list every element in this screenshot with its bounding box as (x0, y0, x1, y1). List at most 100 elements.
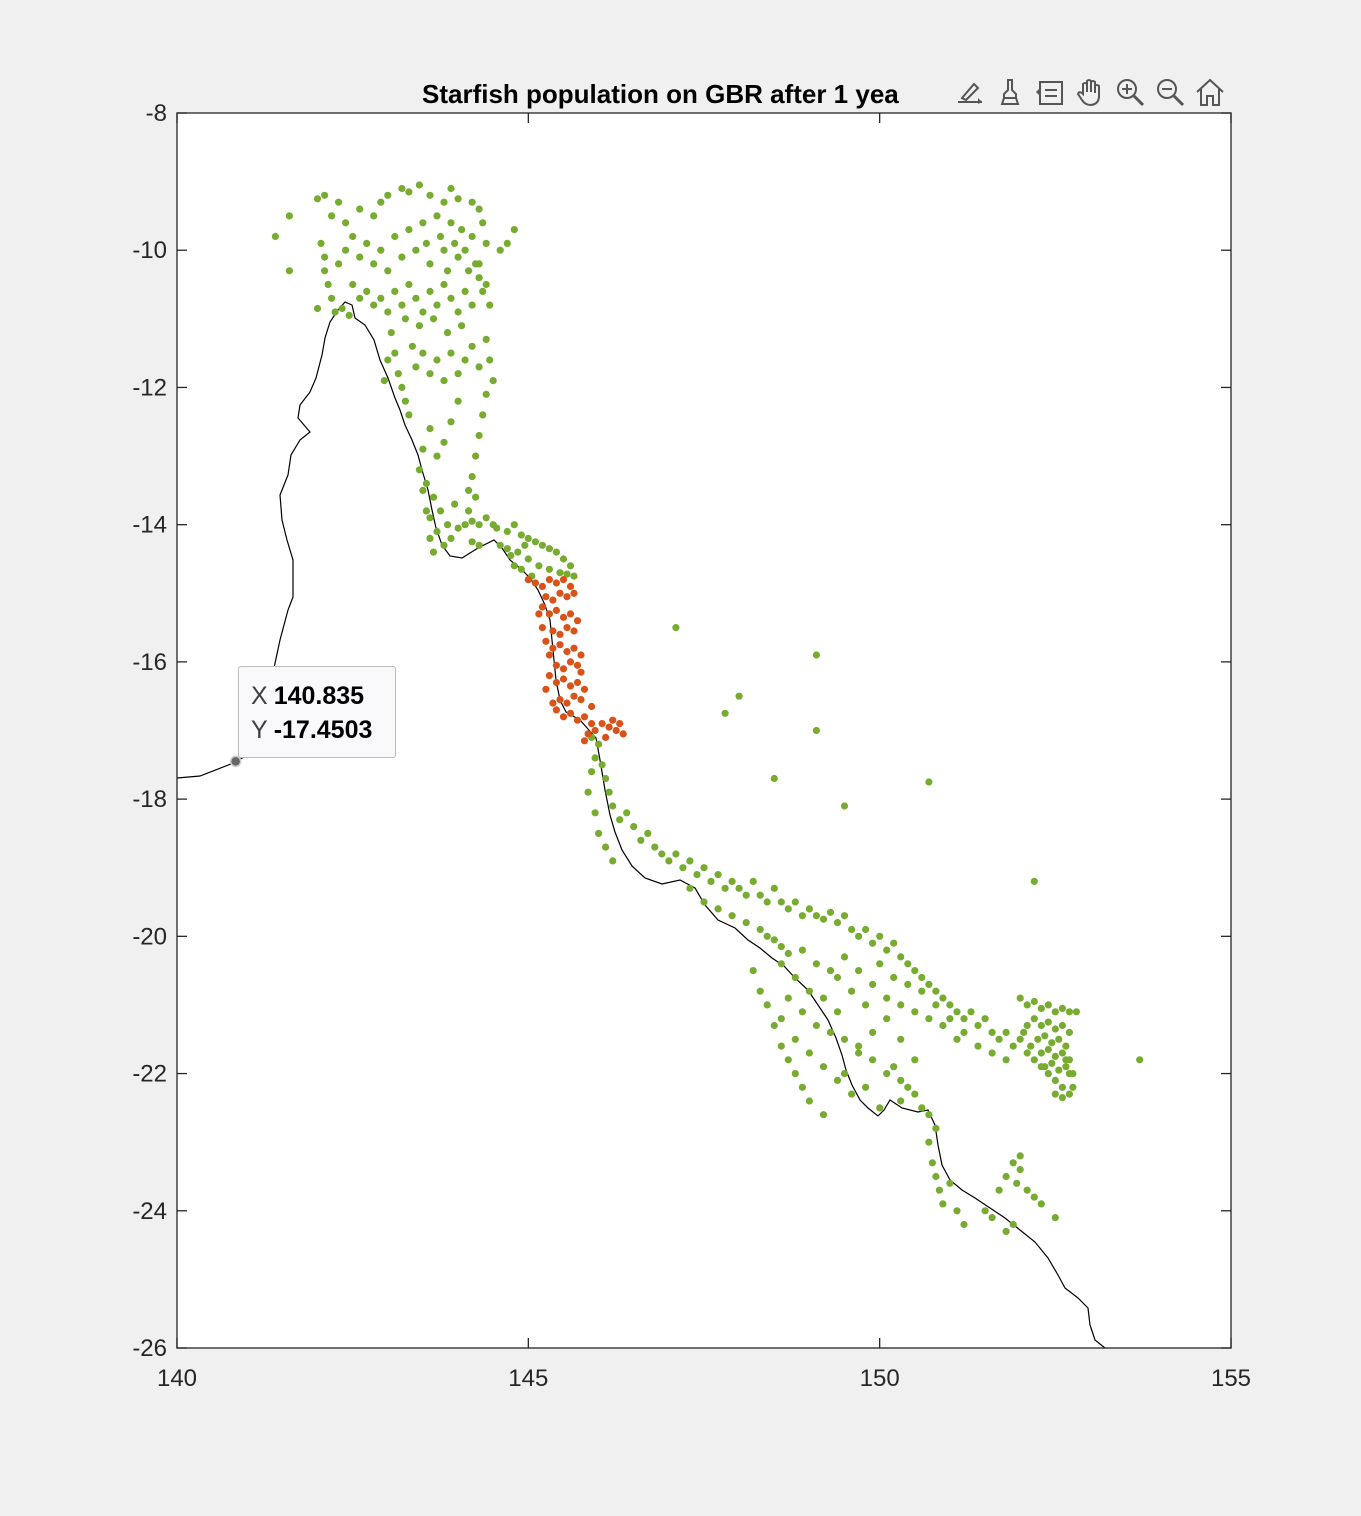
scatter-point-s0-324[interactable] (855, 1042, 863, 1050)
scatter-point-s0-225[interactable] (890, 939, 898, 947)
scatter-point-s0-118[interactable] (454, 397, 462, 405)
scatter-point-s0-328[interactable] (777, 1015, 785, 1023)
scatter-point-s0-43[interactable] (405, 226, 413, 234)
scatter-point-s0-290[interactable] (890, 973, 898, 982)
scatter-point-s0-303[interactable] (939, 1021, 947, 1030)
scatter-point-s1-16[interactable] (566, 610, 575, 618)
scatter-point-s1-50[interactable] (598, 720, 606, 728)
scatter-point-s0-176[interactable] (598, 761, 606, 769)
scatter-point-s0-93[interactable] (398, 383, 406, 391)
scatter-point-s1-41[interactable] (556, 696, 564, 704)
scatter-point-s0-144[interactable] (475, 541, 483, 549)
scatter-point-s0-15[interactable] (426, 191, 434, 199)
scatter-point-s0-128[interactable] (443, 521, 452, 529)
scatter-point-s1-32[interactable] (545, 672, 554, 680)
scatter-point-s0-260[interactable] (1065, 1008, 1073, 1016)
scatter-point-s0-354[interactable] (784, 1056, 792, 1064)
scatter-point-s0-178[interactable] (605, 788, 613, 796)
scatter-point-s0-41[interactable] (391, 232, 399, 241)
scatter-point-s0-391[interactable] (672, 624, 680, 632)
scatter-point-s0-90[interactable] (387, 329, 395, 337)
scatter-point-s0-62[interactable] (363, 287, 371, 295)
scatter-point-s0-367[interactable] (918, 1104, 926, 1112)
scatter-point-s0-375[interactable] (953, 1207, 961, 1215)
scatter-point-s0-378[interactable] (988, 1214, 996, 1222)
scatter-point-s0-398[interactable] (840, 802, 849, 810)
scatter-point-s0-228[interactable] (911, 967, 919, 975)
scatter-point-s0-358[interactable] (819, 1111, 828, 1119)
scatter-point-s0-280[interactable] (1055, 1066, 1063, 1074)
scatter-point-s0-94[interactable] (401, 397, 409, 405)
scatter-point-s1-27[interactable] (577, 651, 585, 659)
scatter-point-s0-164[interactable] (545, 565, 554, 573)
scatter-point-s0-300[interactable] (897, 1001, 905, 1009)
scatter-point-s1-56[interactable] (602, 733, 610, 742)
scatter-point-s0-210[interactable] (784, 905, 792, 913)
scatter-point-s0-297[interactable] (988, 1049, 996, 1057)
scatter-point-s0-145[interactable] (468, 538, 476, 546)
scatter-point-s0-58[interactable] (468, 232, 476, 241)
scatter-point-s1-31[interactable] (552, 661, 561, 669)
brush-edit-icon[interactable] (952, 74, 988, 110)
scatter-point-s1-9[interactable] (556, 589, 564, 597)
scatter-point-s1-10[interactable] (549, 596, 557, 604)
scatter-point-s1-18[interactable] (570, 627, 578, 635)
scatter-point-s1-58[interactable] (545, 651, 554, 659)
scatter-point-s0-349[interactable] (749, 967, 757, 975)
scatter-point-s0-389[interactable] (1051, 1214, 1059, 1222)
scatter-point-s0-184[interactable] (602, 843, 610, 851)
scatter-point-s0-248[interactable] (1051, 1076, 1059, 1084)
scatter-point-s0-396[interactable] (770, 774, 778, 783)
scatter-point-s1-11[interactable] (542, 593, 550, 601)
scatter-point-s0-343[interactable] (784, 949, 792, 958)
scatter-point-s0-235[interactable] (960, 1015, 968, 1023)
scatter-point-s0-57[interactable] (465, 267, 473, 275)
scatter-point-s0-325[interactable] (869, 1056, 877, 1064)
scatter-point-s1-57[interactable] (588, 702, 596, 711)
scatter-point-s0-131[interactable] (433, 527, 441, 536)
scatter-point-s0-359[interactable] (840, 1070, 849, 1078)
scatter-point-s0-392[interactable] (812, 651, 821, 659)
scatter-point-s0-289[interactable] (876, 960, 884, 968)
scatter-point-s0-169[interactable] (507, 551, 515, 560)
scatter-point-s0-333[interactable] (848, 1090, 856, 1098)
scatter-point-s0-30[interactable] (328, 294, 336, 302)
scatter-point-s0-96[interactable] (384, 356, 392, 364)
scatter-point-s1-7[interactable] (570, 589, 578, 597)
scatter-point-s0-76[interactable] (461, 287, 469, 295)
scatter-point-s0-312[interactable] (812, 960, 821, 968)
scatter-point-s0-249[interactable] (1058, 1083, 1066, 1091)
scatter-point-s1-47[interactable] (588, 720, 596, 728)
scatter-point-s1-52[interactable] (612, 726, 620, 735)
scatter-point-s0-239[interactable] (988, 1028, 996, 1036)
scatter-point-s0-380[interactable] (1002, 1172, 1010, 1181)
scatter-point-s1-34[interactable] (559, 675, 568, 683)
scatter-point-s0-154[interactable] (538, 541, 547, 549)
scatter-point-s0-103[interactable] (440, 377, 448, 385)
scatter-point-s0-313[interactable] (826, 967, 835, 975)
scatter-point-s0-241[interactable] (1002, 1028, 1010, 1036)
data-brush-icon[interactable] (992, 74, 1028, 110)
scatter-point-s0-106[interactable] (461, 356, 469, 364)
scatter-point-s0-36[interactable] (356, 253, 364, 261)
scatter-point-s0-109[interactable] (482, 335, 490, 343)
scatter-point-s0-61[interactable] (356, 294, 364, 302)
scatter-point-s0-245[interactable] (1030, 1056, 1038, 1064)
scatter-point-s0-271[interactable] (1055, 1035, 1063, 1043)
scatter-point-s0-183[interactable] (595, 829, 603, 838)
scatter-point-s1-3[interactable] (545, 576, 554, 584)
scatter-point-s0-99[interactable] (412, 363, 420, 371)
scatter-point-s0-194[interactable] (672, 850, 680, 858)
scatter-point-s0-393[interactable] (735, 692, 743, 700)
scatter-point-s1-29[interactable] (566, 658, 575, 666)
scatter-point-s0-383[interactable] (1016, 1166, 1024, 1174)
scatter-point-s1-30[interactable] (559, 665, 568, 673)
scatter-point-s1-39[interactable] (570, 692, 578, 700)
scatter-point-s0-356[interactable] (798, 1083, 807, 1091)
scatter-point-s1-42[interactable] (552, 706, 561, 714)
scatter-point-s0-20[interactable] (475, 205, 483, 213)
scatter-point-s0-86[interactable] (458, 322, 466, 330)
scatter-point-s1-61[interactable] (542, 685, 550, 693)
scatter-point-s0-187[interactable] (623, 809, 631, 817)
scatter-point-s0-133[interactable] (447, 534, 455, 543)
